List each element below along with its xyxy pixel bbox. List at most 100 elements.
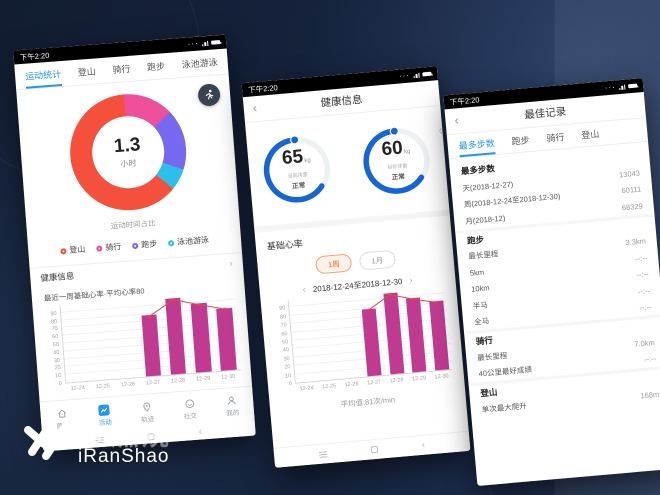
y-tick-label: 70 (51, 326, 58, 333)
signal-bars-icon (201, 40, 209, 46)
battery-icon (422, 71, 432, 77)
sport-icon (98, 403, 111, 416)
back-nav-icon[interactable]: ‹ (198, 426, 203, 438)
watermark: 爱燃烧 iRanShao (22, 400, 169, 471)
android-nav-bar: ‹ (273, 430, 471, 468)
y-tick-label: 30 (53, 357, 61, 364)
pill-1-month[interactable]: 1月 (358, 249, 396, 271)
health-info-label: 健康信息 (39, 270, 75, 284)
x-tick-label: 12-24 (299, 385, 314, 393)
tabbar-item-sport[interactable]: 运动 (82, 396, 127, 434)
record-label: 天(2018-12-27) (462, 179, 514, 193)
record-value: --:-- (637, 285, 651, 296)
record-label: 全马 (473, 316, 490, 327)
person-icon (228, 396, 236, 405)
bottom-tab-bar: 首页 运动 轨迹 社交 我的 (39, 385, 255, 438)
plot-area (58, 292, 241, 384)
x-tick-label: 12-25 (321, 383, 337, 391)
record-label: 单次最大爬升 (481, 401, 528, 415)
status-time: 下午2:20 (19, 50, 50, 62)
plot-area (287, 286, 453, 384)
back-icon[interactable]: ‹ (252, 100, 258, 116)
tabbar-item-track[interactable]: 轨迹 (125, 393, 170, 431)
legend-item-mountaineering: 登山 (60, 244, 86, 257)
tab-cycling[interactable]: 骑行 (546, 132, 565, 144)
record-value: 168m (640, 389, 660, 401)
gauge-arc (363, 126, 430, 194)
y-tick-label: 60 (281, 330, 288, 338)
start-workout-fab[interactable] (197, 83, 221, 107)
record-label: 5km (469, 267, 485, 278)
legend-dot (131, 242, 139, 249)
battery-icon (211, 39, 221, 45)
phone-best-records: 下午2:20 ··· ‹ 最佳记录 最多步数 跑步 骑行 登山 最多步数 天(2… (443, 78, 660, 486)
signal-dots-icon: ··· (398, 70, 411, 81)
page-title: 健康信息 (320, 93, 363, 110)
iranshao-logo-icon (24, 418, 70, 460)
tab-pool-swimming[interactable]: 泳池游泳 (181, 57, 219, 70)
battery-icon (628, 83, 638, 89)
legend-label: 骑行 (104, 242, 122, 253)
phone-sport-statistics: 下午2:20 ··· 运动统计 登山 骑行 跑步 泳池游泳 1.3 (13, 34, 256, 452)
watermark-brand-cn: 爱燃烧 (80, 421, 173, 451)
tab-mountaineering[interactable]: 登山 (580, 129, 600, 141)
gauge-arc (263, 135, 331, 203)
x-tick-label: 12-24 (70, 385, 86, 393)
page-title: 最佳记录 (523, 105, 567, 122)
signal-dots-icon: ··· (187, 38, 200, 49)
target-weight-gauge: 60kg 目标体重 正常 (355, 119, 446, 207)
y-tick-label: 50 (281, 339, 289, 346)
date-prev-icon[interactable]: ‹ (302, 284, 307, 296)
tab-running[interactable]: 跑步 (511, 135, 530, 147)
home-nav-icon[interactable] (370, 445, 379, 454)
weight-unit: kg (304, 157, 312, 165)
x-tick-label: 12-26 (344, 381, 359, 389)
y-tick-label: 10 (284, 372, 292, 380)
y-tick-label: 50 (52, 341, 60, 349)
status-time: 下午2:20 (247, 82, 279, 95)
record-value: 7.0km (633, 337, 656, 349)
x-tick-label: 12-28 (389, 377, 404, 385)
legend-label: 跑步 (140, 239, 158, 250)
tab-most-steps[interactable]: 最多步数 (457, 131, 496, 158)
location-pin-icon (143, 402, 151, 412)
runner-icon (205, 89, 214, 100)
back-icon[interactable]: ‹ (453, 112, 460, 128)
y-tick-label: 20 (284, 364, 291, 371)
back-nav-icon[interactable]: ‹ (421, 439, 426, 451)
record-value: 68329 (621, 201, 644, 213)
y-tick-label: 40 (53, 349, 60, 357)
legend-dot (60, 247, 67, 255)
y-tick-label: 90 (50, 310, 57, 318)
tabbar-item-profile[interactable]: 我的 (210, 387, 255, 425)
tabbar-item-home[interactable]: 首页 (40, 399, 85, 437)
current-weight-gauge: 65kg 当前体重 正常 (255, 127, 340, 215)
legend-item-running: 跑步 (131, 238, 158, 251)
tab-mountaineering[interactable]: 登山 (77, 66, 97, 78)
trend-line (367, 293, 438, 312)
weight-unit: kg (403, 148, 411, 156)
legend-dot (167, 239, 175, 246)
tab-cycling[interactable]: 骑行 (112, 63, 131, 76)
tab-running[interactable]: 跑步 (146, 61, 166, 73)
trend-line (147, 298, 226, 318)
record-label: 半马 (472, 300, 489, 311)
x-tick-label: 12-29 (195, 375, 211, 383)
tabbar-item-social[interactable]: 社交 (167, 390, 212, 428)
date-next-icon[interactable]: › (408, 275, 414, 287)
record-label: 最长里程 (476, 350, 508, 363)
record-label: 40公里最好成绩 (478, 365, 533, 379)
record-label: 月(2018-12) (464, 213, 506, 226)
record-value: --:-- (643, 354, 657, 365)
tab-sport-stats[interactable]: 运动统计 (24, 61, 63, 89)
heart-rate-bar-chart: 0 10 20 30 40 50 60 70 80 90 12-24 12-25 12-26 12-27 1… (272, 286, 454, 397)
menu-icon[interactable] (318, 450, 328, 458)
record-value: 60111 (621, 184, 642, 196)
watermark-brand-en: iRanShao (78, 446, 170, 467)
record-value: --:-- (636, 269, 650, 280)
record-value: --:-- (634, 253, 648, 264)
x-tick-label: 12-30 (221, 373, 236, 381)
pill-1-week[interactable]: 1周 (315, 253, 353, 275)
donut-total-hours: 1.3 (113, 133, 142, 157)
